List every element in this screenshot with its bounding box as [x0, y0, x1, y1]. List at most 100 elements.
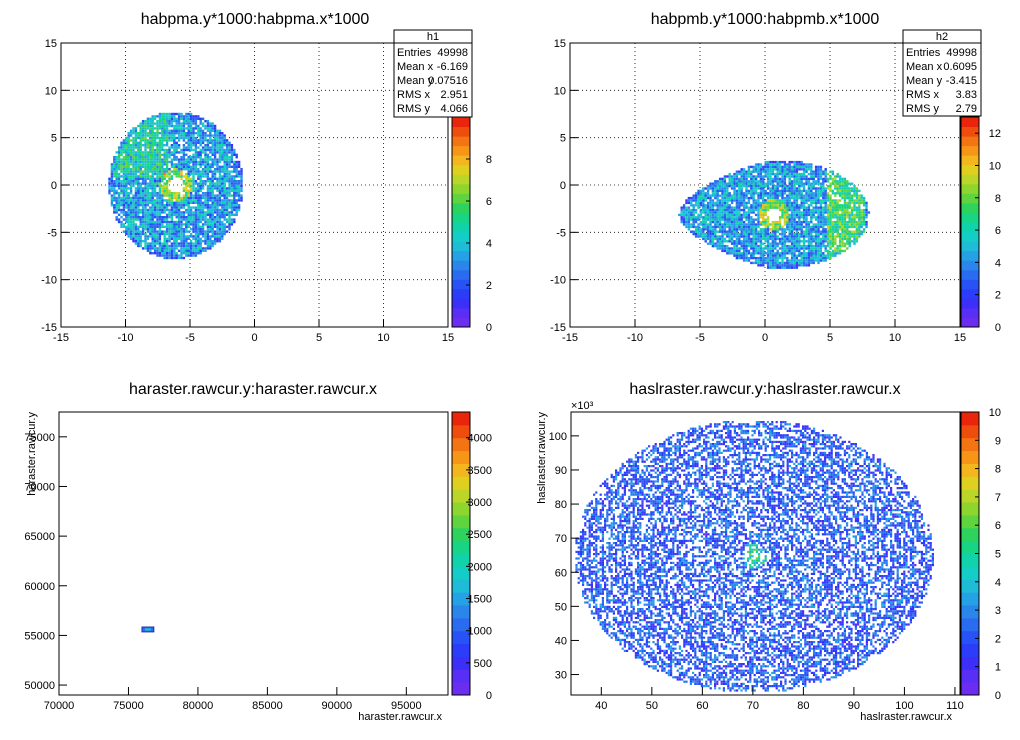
- h2-cell-2010: [726, 247, 729, 250]
- h1-cell-449: [182, 146, 186, 149]
- h1-cell-1617: [187, 206, 190, 209]
- h1-cell-825: [225, 165, 229, 168]
- h2-cell-1945: [826, 242, 830, 245]
- h2-cell-1443: [817, 223, 820, 226]
- h1-cell-1205: [108, 187, 111, 190]
- h3-palette-band-15: [452, 489, 470, 503]
- h1-cell-2196: [194, 240, 198, 243]
- h2-stats-name: h2: [936, 31, 948, 43]
- h2-cell-1372: [819, 220, 823, 224]
- h1-cell-38: [163, 117, 166, 120]
- h2-cell-1471: [704, 225, 707, 229]
- h2-cell-1839: [829, 237, 832, 241]
- h1-cell-608: [149, 156, 152, 159]
- h2-cell-130: [822, 170, 825, 173]
- h2-cell-2123: [788, 252, 791, 255]
- h1-cell-332: [187, 139, 190, 142]
- h1-cell-1649: [141, 208, 145, 212]
- h2-cell-600: [709, 194, 712, 197]
- h1-cell-574: [168, 153, 171, 156]
- h2-cell-1588: [836, 228, 839, 231]
- h2-cell-919: [680, 206, 683, 209]
- h1-cell-902: [168, 170, 171, 173]
- h1-cell-2310: [189, 249, 193, 252]
- h2-cell-1053: [853, 208, 856, 212]
- h2-cell-2129: [805, 252, 808, 255]
- h1-cell-1854: [206, 218, 210, 221]
- h1-cell-984: [129, 175, 133, 178]
- h2-cell-2003: [841, 244, 844, 248]
- h1-cell-863: [192, 168, 195, 171]
- h2-cell-397: [786, 184, 789, 188]
- h2-cell-2111: [759, 252, 763, 255]
- h2-cell-882: [762, 204, 765, 207]
- h2-cell-173: [723, 175, 727, 178]
- h1-cell-1046: [163, 177, 166, 180]
- h2-cell-800: [718, 201, 722, 205]
- h1-cell-1091: [168, 180, 171, 183]
- h1-cell-32: [146, 117, 150, 120]
- h1-cell-2042: [156, 230, 159, 233]
- h2-cell-1616: [742, 230, 746, 233]
- h2-cell-1554: [747, 228, 751, 231]
- h1-cell-760: [175, 163, 178, 166]
- h2-cell-1224: [759, 216, 763, 219]
- h2-cell-1613: [733, 230, 736, 233]
- h1-cell-118: [165, 124, 169, 128]
- h1-cell-1493: [117, 201, 121, 204]
- h2-cell-534: [699, 192, 703, 195]
- h1-cell-348: [225, 139, 229, 142]
- h2-cell-1207: [714, 216, 717, 219]
- h2-cell-1141: [718, 213, 722, 217]
- h2-cell-386: [757, 184, 760, 188]
- h2-cell-1636: [802, 230, 806, 233]
- h2-cell-982: [846, 206, 849, 209]
- h1-cell-2265: [211, 244, 214, 248]
- h1-cell-604: [139, 156, 142, 159]
- h1-palette-band-14: [452, 183, 470, 194]
- h1-cell-23: [177, 115, 181, 118]
- h1-cell-2263: [206, 244, 210, 248]
- h1-cell-33: [149, 117, 152, 120]
- h2-cell-1243: [819, 216, 823, 219]
- h2-cell-758: [783, 199, 787, 202]
- h1-cell-913: [199, 170, 202, 173]
- h2-cell-362: [846, 182, 849, 185]
- h1-cell-182: [175, 129, 178, 132]
- h1-cell-368: [185, 141, 188, 144]
- h1-cell-1896: [204, 220, 207, 224]
- h1-ztick-label-3: 6: [486, 196, 492, 208]
- h2-cell-1121: [858, 211, 861, 214]
- h1-cell-1180: [158, 184, 162, 188]
- h2-cell-1319: [850, 218, 854, 221]
- h1-cell-1066: [230, 177, 234, 180]
- h2-cell-1886: [805, 240, 808, 243]
- h1-cell-469: [122, 148, 126, 152]
- h1-cell-1499: [132, 201, 135, 204]
- h1-cell-689: [122, 160, 126, 164]
- h2-cell-108: [759, 170, 763, 173]
- h2-title: habpmb.y*1000:habpmb.x*1000: [651, 11, 880, 28]
- h2-cell-603: [716, 194, 719, 197]
- h2-cell-623: [769, 194, 772, 197]
- h1-cell-1176: [149, 184, 152, 188]
- h1-cell-477: [149, 148, 152, 152]
- h2-cell-630: [788, 194, 791, 197]
- h1-cell-1243: [225, 187, 229, 190]
- h1-cell-376: [206, 141, 210, 144]
- h2-cell-777: [834, 199, 837, 202]
- h2-palette-band-21: [961, 117, 979, 128]
- h2-cell-232: [769, 177, 772, 181]
- h1-cell-1012: [206, 175, 210, 178]
- h2-cell-132: [829, 170, 832, 173]
- h1-cell-275: [132, 136, 135, 140]
- h2-cell-530: [855, 189, 859, 193]
- h1-cell-622: [192, 156, 195, 159]
- h3-palette-band-6: [452, 604, 470, 619]
- h2-cell-2299: [769, 266, 772, 269]
- h2-cell-1018: [754, 208, 758, 212]
- h2-cell-86: [793, 168, 796, 171]
- h1-cell-1404: [144, 196, 147, 200]
- h2-cell-472: [853, 187, 856, 190]
- h2-cell-273: [747, 180, 751, 183]
